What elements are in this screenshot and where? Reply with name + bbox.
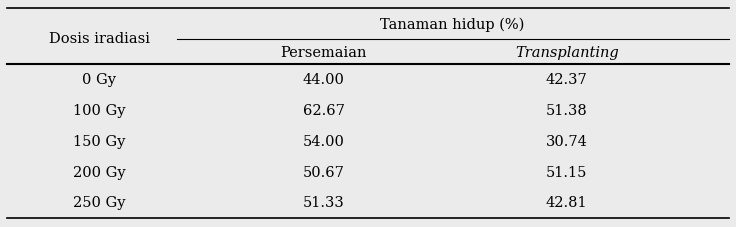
- Text: 30.74: 30.74: [546, 134, 587, 148]
- Text: Tanaman hidup (%): Tanaman hidup (%): [381, 17, 525, 32]
- Text: 100 Gy: 100 Gy: [73, 104, 126, 118]
- Text: Transplanting: Transplanting: [515, 46, 618, 59]
- Text: 44.00: 44.00: [303, 73, 344, 87]
- Text: 51.38: 51.38: [546, 104, 587, 118]
- Text: 42.81: 42.81: [546, 196, 587, 210]
- Text: 50.67: 50.67: [303, 165, 344, 179]
- Text: Dosis iradiasi: Dosis iradiasi: [49, 32, 150, 46]
- Text: 200 Gy: 200 Gy: [73, 165, 126, 179]
- Text: Persemaian: Persemaian: [280, 46, 367, 59]
- Text: 150 Gy: 150 Gy: [73, 134, 126, 148]
- Text: 62.67: 62.67: [303, 104, 344, 118]
- Text: 51.15: 51.15: [546, 165, 587, 179]
- Text: 250 Gy: 250 Gy: [73, 196, 126, 210]
- Text: 54.00: 54.00: [303, 134, 344, 148]
- Text: 0 Gy: 0 Gy: [82, 73, 116, 87]
- Text: 42.37: 42.37: [546, 73, 587, 87]
- Text: 51.33: 51.33: [303, 196, 344, 210]
